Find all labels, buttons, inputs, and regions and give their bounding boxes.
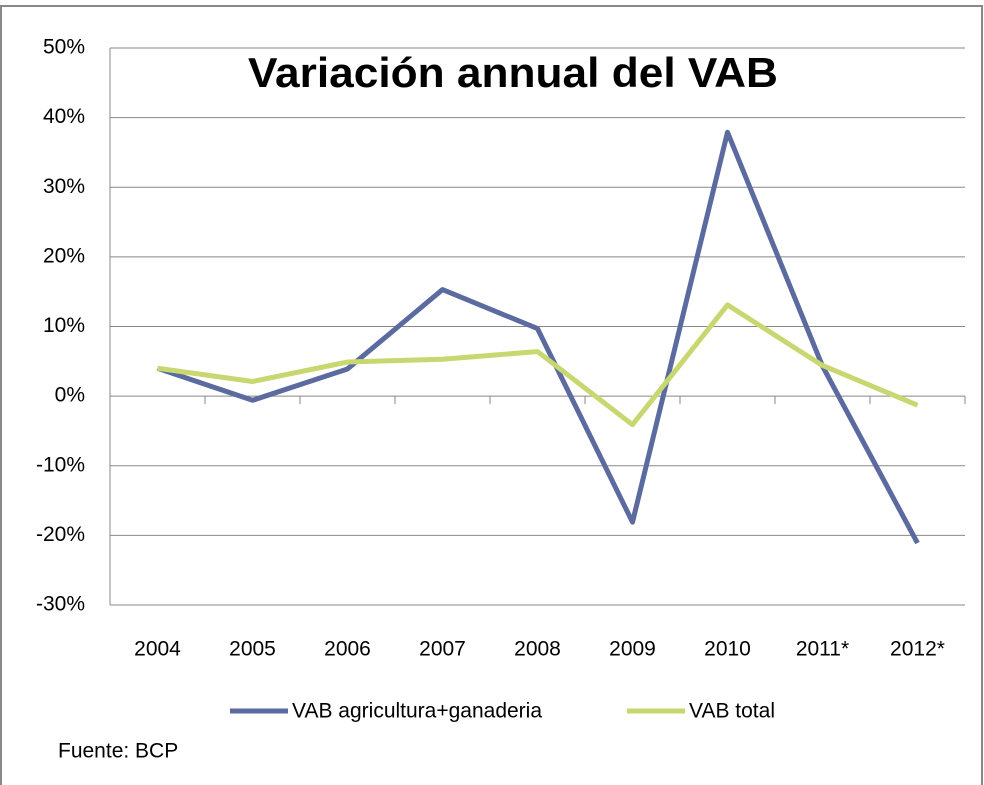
chart-frame [0,5,983,785]
y-tick-label: 0% [55,384,85,407]
y-tick-label: 20% [43,244,85,267]
series-line [156,129,920,545]
y-tick-label: -10% [36,453,85,476]
y-tick-label: -20% [36,523,85,546]
x-tick-label: 2008 [514,638,561,661]
y-tick-label: 40% [43,105,85,128]
x-tick-label: 2007 [419,638,466,661]
x-tick-label: 2004 [134,638,181,661]
y-tick-label: -30% [36,593,85,616]
y-tick-label: 30% [43,175,85,198]
x-tick-label: 2009 [609,638,656,661]
x-tick-label: 2011* [796,638,849,661]
x-tick-label: 2010 [704,638,751,661]
x-tick-label: 2012* [890,638,945,661]
source-note: Fuente: BCP [58,740,178,763]
x-tick-label: 2006 [324,638,371,661]
series-line [157,302,919,428]
y-tick-label: 50% [43,36,85,59]
x-tick-label: 2005 [229,638,276,661]
y-tick-label: 10% [43,314,85,337]
legend-label: VAB agricultura+ganaderia [292,700,542,723]
chart-title: Variación annual del VAB [248,49,778,96]
legend-label: VAB total [689,700,775,723]
